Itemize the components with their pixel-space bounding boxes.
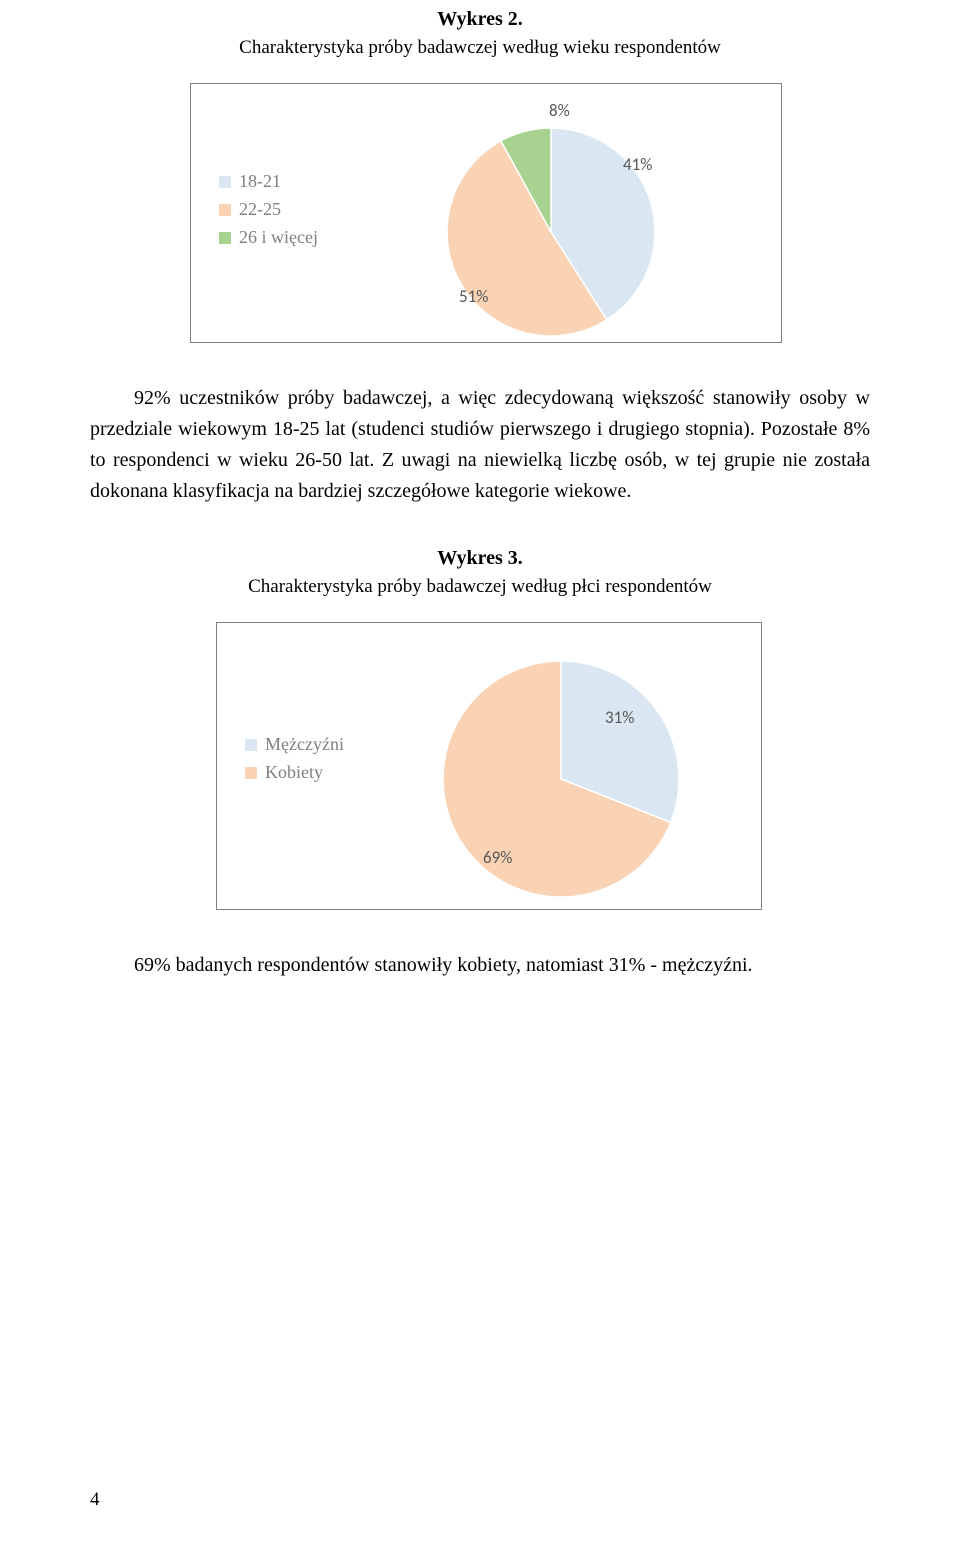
legend-swatch [219, 176, 231, 188]
legend-label: Mężczyźni [265, 731, 344, 759]
chart1-subheading: Charakterystyka próby badawczej według w… [90, 37, 870, 59]
page: Wykres 2. Charakterystyka próby badawcze… [0, 8, 960, 1551]
legend-label: 22-25 [239, 196, 281, 224]
chart1-heading: Wykres 2. [90, 8, 870, 31]
legend-swatch [245, 739, 257, 751]
legend-item: 18-21 [219, 168, 318, 196]
chart2-heading: Wykres 3. [90, 547, 870, 570]
legend-item: Kobiety [245, 759, 344, 787]
legend-label: 18-21 [239, 168, 281, 196]
legend-item: 22-25 [219, 196, 318, 224]
chart2-frame: MężczyźniKobiety 31% 69% [216, 622, 762, 910]
legend-item: Mężczyźni [245, 731, 344, 759]
pie-percent-label: 8% [549, 100, 570, 121]
legend-label: 26 i więcej [239, 224, 318, 252]
chart1-frame: 18-2122-2526 i więcej 41% 51% 8% [190, 83, 782, 343]
page-number: 4 [90, 1489, 100, 1511]
legend-item: 26 i więcej [219, 224, 318, 252]
chart2-subheading: Charakterystyka próby badawczej według p… [90, 576, 870, 598]
body-paragraph-1-text: 92% uczestników próby badawczej, a więc … [90, 387, 870, 502]
pie-percent-label: 51% [459, 286, 488, 307]
pie-percent-label: 69% [483, 847, 512, 868]
legend-label: Kobiety [265, 759, 323, 787]
body-paragraph-2-text: 69% badanych respondentów stanowiły kobi… [134, 954, 753, 976]
chart1-legend: 18-2122-2526 i więcej [219, 168, 318, 252]
legend-swatch [245, 767, 257, 779]
legend-swatch [219, 204, 231, 216]
legend-swatch [219, 232, 231, 244]
pie-percent-label: 41% [623, 154, 652, 175]
pie-percent-label: 31% [605, 707, 634, 728]
body-paragraph-2: 69% badanych respondentów stanowiły kobi… [90, 950, 870, 981]
chart2-legend: MężczyźniKobiety [245, 731, 344, 787]
body-paragraph-1: 92% uczestników próby badawczej, a więc … [90, 383, 870, 507]
